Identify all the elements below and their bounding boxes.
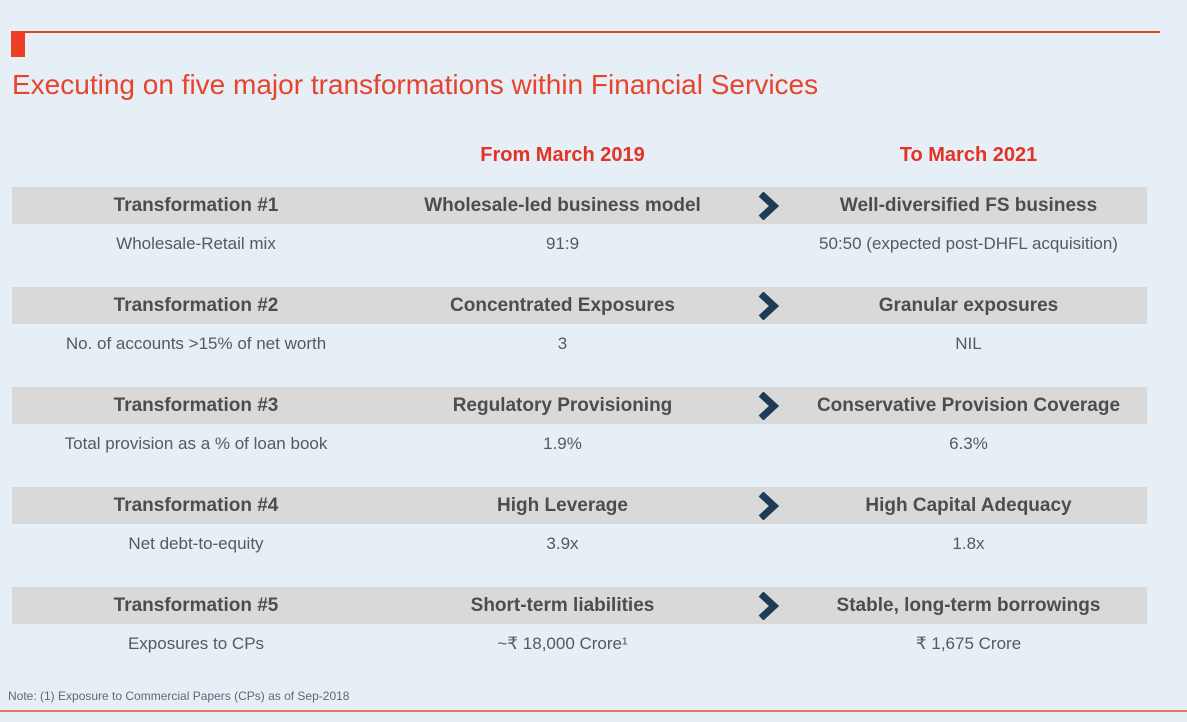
transformation-group: Transformation #4 High Leverage High Cap…	[12, 487, 1147, 587]
transformation-band: Transformation #3 Regulatory Provisionin…	[12, 387, 1147, 424]
to-state-label: Granular exposures	[878, 294, 1059, 316]
to-value: 50:50 (expected post-DHFL acquisition)	[819, 234, 1118, 253]
to-value: 6.3%	[949, 434, 988, 453]
from-state-label: High Leverage	[497, 494, 628, 516]
footnote: Note: (1) Exposure to Commercial Papers …	[8, 689, 350, 703]
page-title: Executing on five major transformations …	[12, 69, 819, 100]
transformation-values-row: Total provision as a % of loan book 1.9%…	[12, 424, 1147, 464]
to-state-label: Conservative Provision Coverage	[816, 394, 1121, 416]
from-value: ~₹ 18,000 Crore¹	[497, 634, 628, 653]
from-value: 3.9x	[546, 534, 579, 553]
chevron-right-icon	[745, 591, 790, 620]
to-state-label: Stable, long-term borrowings	[836, 594, 1101, 616]
accent-block	[11, 31, 25, 57]
transformation-label: Transformation #4	[113, 494, 279, 516]
from-value: 1.9%	[543, 434, 582, 453]
column-header-row: From March 2019 To March 2021	[12, 138, 1147, 187]
to-state-label: High Capital Adequacy	[865, 494, 1072, 516]
transformation-group: Transformation #2 Concentrated Exposures…	[12, 287, 1147, 387]
metric-label: Total provision as a % of loan book	[64, 434, 328, 453]
transformation-values-row: Exposures to CPs ~₹ 18,000 Crore¹ ₹ 1,67…	[12, 624, 1147, 664]
to-state-label: Well-diversified FS business	[839, 194, 1098, 216]
transformation-band: Transformation #5 Short-term liabilities…	[12, 587, 1147, 624]
from-state-label: Short-term liabilities	[470, 594, 655, 616]
to-value: NIL	[955, 334, 982, 353]
top-accent-line	[25, 31, 1160, 33]
from-state-label: Concentrated Exposures	[450, 294, 675, 316]
transformation-values-row: No. of accounts >15% of net worth 3 NIL	[12, 324, 1147, 364]
metric-label: No. of accounts >15% of net worth	[65, 334, 327, 353]
transformation-group: Transformation #1 Wholesale-led business…	[12, 187, 1147, 287]
chevron-right-icon	[745, 391, 790, 420]
transformation-group: Transformation #3 Regulatory Provisionin…	[12, 387, 1147, 487]
metric-label: Net debt-to-equity	[128, 534, 264, 553]
transformation-values-row: Net debt-to-equity 3.9x 1.8x	[12, 524, 1147, 564]
transformation-rows: Transformation #1 Wholesale-led business…	[12, 187, 1147, 687]
column-header-to: To March 2021	[899, 144, 1038, 166]
transformation-band: Transformation #4 High Leverage High Cap…	[12, 487, 1147, 524]
bottom-accent-line	[0, 710, 1187, 712]
transformation-group: Transformation #5 Short-term liabilities…	[12, 587, 1147, 687]
from-value: 91:9	[545, 234, 580, 253]
metric-label: Wholesale-Retail mix	[116, 234, 276, 253]
chevron-right-icon	[745, 291, 790, 320]
chevron-right-icon	[745, 491, 790, 520]
metric-label: Exposures to CPs	[127, 634, 265, 653]
transformation-label: Transformation #2	[113, 294, 279, 316]
transformation-label: Transformation #5	[113, 594, 279, 616]
transformation-values-row: Wholesale-Retail mix 91:9 50:50 (expecte…	[12, 224, 1147, 264]
transformation-label: Transformation #1	[113, 194, 279, 216]
from-state-label: Regulatory Provisioning	[452, 394, 673, 416]
chevron-right-icon	[745, 191, 790, 220]
transformation-band: Transformation #1 Wholesale-led business…	[12, 187, 1147, 224]
from-state-label: Wholesale-led business model	[424, 194, 701, 216]
transformation-band: Transformation #2 Concentrated Exposures…	[12, 287, 1147, 324]
from-value: 3	[557, 334, 568, 353]
column-header-from: From March 2019	[480, 144, 645, 166]
transformation-label: Transformation #3	[113, 394, 279, 416]
transformation-table: From March 2019 To March 2021 Transforma…	[12, 138, 1147, 687]
to-value: ₹ 1,675 Crore	[915, 634, 1022, 653]
to-value: 1.8x	[952, 534, 985, 553]
